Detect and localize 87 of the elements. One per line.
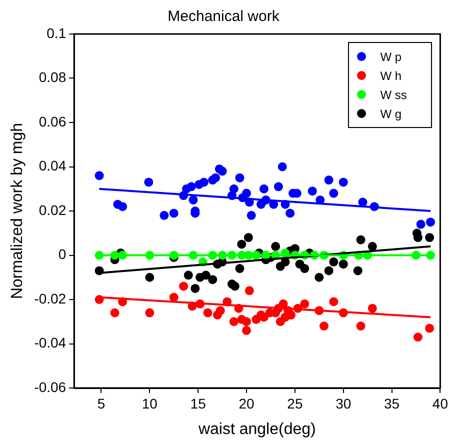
point <box>169 292 178 302</box>
point <box>329 257 338 266</box>
x-tick-label: 40 <box>432 395 448 412</box>
y-axis-title: Normalized work by mgh <box>9 122 26 300</box>
point <box>338 178 348 187</box>
point <box>199 178 208 187</box>
point <box>203 308 212 318</box>
point <box>278 162 287 172</box>
point <box>259 184 268 194</box>
point <box>145 272 154 282</box>
x-tick-label: 20 <box>238 395 255 412</box>
point <box>218 166 227 176</box>
x-tick-label: 10 <box>142 395 158 412</box>
point <box>324 176 334 185</box>
y-tick-label: 0.08 <box>38 69 66 86</box>
legend-label: W ss <box>380 88 407 102</box>
x-tick-label: 25 <box>287 395 303 412</box>
legend-label: W g <box>380 106 402 120</box>
point <box>179 282 188 291</box>
point <box>300 264 310 274</box>
point <box>324 266 334 276</box>
point <box>242 326 252 335</box>
x-tick-label: 15 <box>190 395 206 412</box>
point <box>425 233 434 242</box>
point <box>356 235 366 244</box>
point <box>184 270 193 280</box>
point <box>208 275 218 284</box>
point <box>242 188 252 198</box>
point <box>235 264 244 274</box>
point <box>190 284 200 293</box>
point <box>416 220 426 229</box>
point <box>413 233 422 242</box>
x-axis-title: waist angle(deg) <box>197 420 316 438</box>
y-tick-label: 0.04 <box>38 158 66 174</box>
point <box>110 308 120 318</box>
point <box>246 210 256 220</box>
legend-label: W p <box>380 50 402 64</box>
point <box>242 317 252 326</box>
point <box>368 242 377 251</box>
y-tick-label: 0 <box>58 246 66 262</box>
point <box>229 184 238 194</box>
point <box>278 299 288 308</box>
point <box>237 240 246 249</box>
point <box>144 178 154 187</box>
y-tick-label: -0.02 <box>34 290 66 306</box>
point <box>229 317 238 326</box>
point <box>160 210 169 220</box>
point <box>94 171 104 180</box>
point <box>188 195 198 204</box>
x-tick-label: 5 <box>97 395 106 412</box>
point <box>244 233 253 242</box>
x-tick-label: 30 <box>336 395 352 412</box>
legend-label: W h <box>380 68 402 82</box>
point <box>169 208 178 218</box>
point <box>368 304 377 313</box>
point <box>118 202 128 212</box>
point <box>413 332 422 342</box>
point <box>186 182 196 192</box>
point <box>329 188 338 198</box>
point <box>358 198 368 207</box>
point <box>271 242 280 251</box>
point <box>329 297 338 306</box>
y-tick-label: 0.02 <box>38 202 66 218</box>
point <box>300 299 310 308</box>
point <box>145 308 154 318</box>
y-tick-label: 0.06 <box>38 113 66 130</box>
y-tick-label: -0.04 <box>34 334 66 351</box>
point <box>274 182 283 192</box>
point <box>286 208 295 218</box>
x-tick-label: 35 <box>384 395 400 412</box>
point <box>314 272 324 282</box>
point <box>319 322 328 331</box>
point <box>426 218 436 227</box>
point <box>308 186 317 196</box>
y-tick-label: 0.1 <box>46 24 66 41</box>
point <box>244 286 254 296</box>
point <box>201 270 210 280</box>
point <box>356 322 366 331</box>
chart-title: Mechanical work <box>168 8 280 26</box>
y-tick-label: -0.06 <box>34 378 66 395</box>
point <box>211 173 220 182</box>
point <box>235 173 244 182</box>
point <box>216 306 225 316</box>
point <box>230 282 240 291</box>
point <box>353 266 362 276</box>
point <box>425 324 434 333</box>
point <box>338 260 348 269</box>
